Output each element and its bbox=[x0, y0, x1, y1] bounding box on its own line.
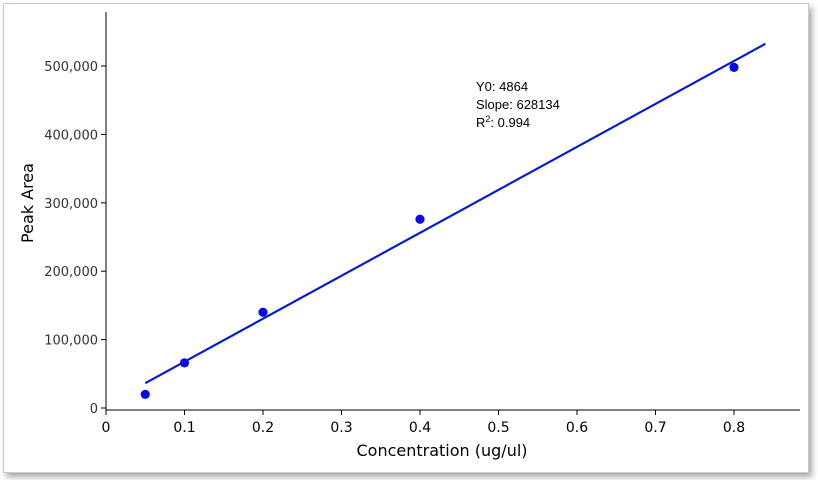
chart-frame bbox=[3, 3, 809, 473]
data-point bbox=[415, 214, 425, 224]
annotation-r2-label: R bbox=[476, 115, 485, 130]
y-ticks: 0 100,000 200,000 300,000 400,000 500,000 bbox=[44, 60, 106, 417]
x-tick-label: 0.3 bbox=[330, 420, 352, 436]
x-tick-label: 0 bbox=[102, 420, 111, 436]
data-point bbox=[140, 389, 150, 399]
y-tick-label: 500,000 bbox=[44, 60, 98, 75]
annotation-slope: Slope: 628134 bbox=[476, 97, 560, 112]
data-points bbox=[140, 62, 739, 399]
annotation-r2-superscript: 2 bbox=[485, 114, 490, 124]
y-axis-title: Peak Area bbox=[18, 163, 37, 243]
data-point bbox=[258, 307, 268, 317]
x-tick-label: 0.2 bbox=[252, 420, 274, 436]
x-tick-label: 0.1 bbox=[173, 420, 195, 436]
fit-annotation: Y0: 4864 Slope: 628134 R2: 0.994 bbox=[476, 79, 560, 130]
x-tick-label: 0.8 bbox=[723, 420, 745, 436]
annotation-r2: R2: 0.994 bbox=[476, 114, 530, 130]
y-tick-label: 100,000 bbox=[44, 334, 98, 349]
x-ticks: 0 0.1 0.2 0.3 0.4 0.5 0.6 0.7 0.8 bbox=[102, 410, 745, 436]
y-tick-label: 400,000 bbox=[44, 128, 98, 143]
x-tick-label: 0.5 bbox=[487, 420, 509, 436]
y-tick-label: 0 bbox=[90, 402, 98, 417]
annotation-r2-value: : 0.994 bbox=[490, 115, 530, 130]
annotation-y0: Y0: 4864 bbox=[476, 79, 528, 94]
y-tick-label: 200,000 bbox=[44, 265, 98, 280]
x-tick-label: 0.6 bbox=[566, 420, 588, 436]
axes bbox=[105, 12, 800, 411]
x-tick-label: 0.4 bbox=[409, 420, 431, 436]
fit-line-group bbox=[144, 42, 766, 385]
x-tick-label: 0.7 bbox=[644, 420, 666, 436]
data-point bbox=[179, 358, 190, 368]
y-tick-label: 300,000 bbox=[44, 197, 98, 212]
x-axis-title: Concentration (ug/ul) bbox=[356, 441, 527, 460]
regression-line bbox=[144, 42, 766, 385]
data-point bbox=[729, 62, 739, 72]
